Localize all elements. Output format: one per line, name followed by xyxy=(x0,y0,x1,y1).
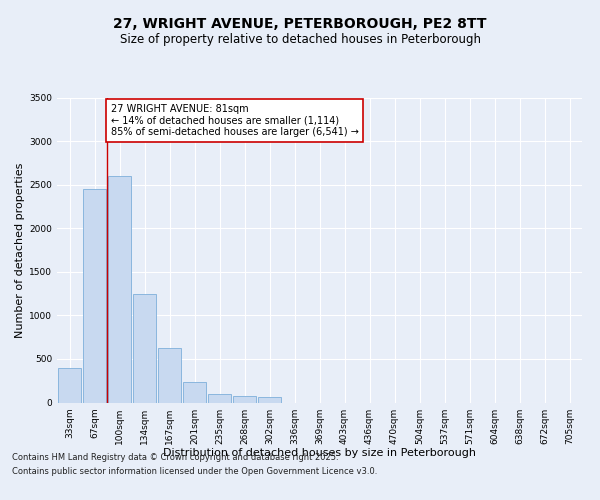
Bar xyxy=(158,348,181,403)
Text: Size of property relative to detached houses in Peterborough: Size of property relative to detached ho… xyxy=(119,32,481,46)
Bar xyxy=(183,382,206,402)
Bar xyxy=(208,394,231,402)
Bar xyxy=(133,294,156,403)
Text: 27 WRIGHT AVENUE: 81sqm
← 14% of detached houses are smaller (1,114)
85% of semi: 27 WRIGHT AVENUE: 81sqm ← 14% of detache… xyxy=(111,104,359,137)
Text: Contains HM Land Registry data © Crown copyright and database right 2025.: Contains HM Land Registry data © Crown c… xyxy=(12,454,338,462)
Bar xyxy=(83,189,106,402)
Bar xyxy=(108,176,131,402)
Text: 27, WRIGHT AVENUE, PETERBOROUGH, PE2 8TT: 27, WRIGHT AVENUE, PETERBOROUGH, PE2 8TT xyxy=(113,18,487,32)
Bar xyxy=(258,398,281,402)
Bar xyxy=(58,368,81,402)
X-axis label: Distribution of detached houses by size in Peterborough: Distribution of detached houses by size … xyxy=(163,448,476,458)
Bar xyxy=(233,396,256,402)
Text: Contains public sector information licensed under the Open Government Licence v3: Contains public sector information licen… xyxy=(12,467,377,476)
Y-axis label: Number of detached properties: Number of detached properties xyxy=(15,162,25,338)
